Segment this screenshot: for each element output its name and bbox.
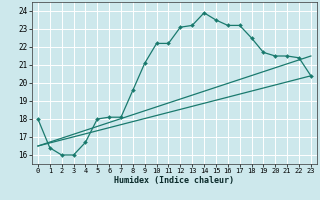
X-axis label: Humidex (Indice chaleur): Humidex (Indice chaleur) xyxy=(115,176,234,185)
